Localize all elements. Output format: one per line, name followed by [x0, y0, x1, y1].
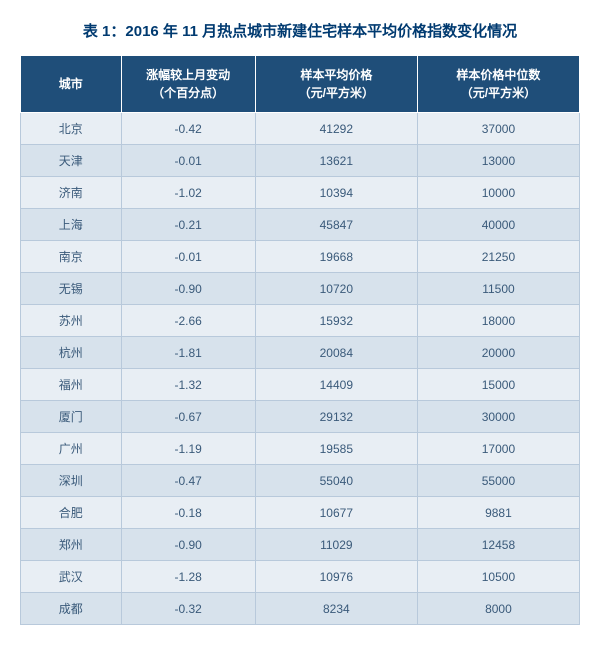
cell-median: 10000 — [417, 177, 579, 209]
cell-median: 20000 — [417, 337, 579, 369]
cell-avg: 10394 — [255, 177, 417, 209]
cell-avg: 29132 — [255, 401, 417, 433]
col-header-median: 样本价格中位数 （元/平方米） — [417, 56, 579, 113]
cell-avg: 10677 — [255, 497, 417, 529]
price-index-table-container: 表 1：2016 年 11 月热点城市新建住宅样本平均价格指数变化情况 城市 涨… — [20, 20, 580, 625]
table-row: 天津-0.011362113000 — [21, 145, 580, 177]
col-header-change-l2: （个百分点） — [152, 86, 224, 100]
cell-city: 南京 — [21, 241, 122, 273]
table-row: 无锡-0.901072011500 — [21, 273, 580, 305]
cell-city: 合肥 — [21, 497, 122, 529]
cell-city: 北京 — [21, 113, 122, 145]
table-body: 北京-0.424129237000天津-0.011362113000济南-1.0… — [21, 113, 580, 625]
cell-change: -1.32 — [121, 369, 255, 401]
table-row: 苏州-2.661593218000 — [21, 305, 580, 337]
cell-median: 37000 — [417, 113, 579, 145]
cell-city: 深圳 — [21, 465, 122, 497]
cell-change: -0.90 — [121, 529, 255, 561]
cell-avg: 19585 — [255, 433, 417, 465]
cell-median: 40000 — [417, 209, 579, 241]
table-row: 济南-1.021039410000 — [21, 177, 580, 209]
cell-avg: 10976 — [255, 561, 417, 593]
cell-median: 55000 — [417, 465, 579, 497]
table-title: 表 1：2016 年 11 月热点城市新建住宅样本平均价格指数变化情况 — [20, 20, 580, 41]
cell-median: 15000 — [417, 369, 579, 401]
cell-avg: 15932 — [255, 305, 417, 337]
cell-avg: 13621 — [255, 145, 417, 177]
table-row: 广州-1.191958517000 — [21, 433, 580, 465]
cell-change: -0.47 — [121, 465, 255, 497]
cell-change: -0.90 — [121, 273, 255, 305]
cell-median: 17000 — [417, 433, 579, 465]
cell-city: 天津 — [21, 145, 122, 177]
table-row: 深圳-0.475504055000 — [21, 465, 580, 497]
cell-avg: 10720 — [255, 273, 417, 305]
table-row: 北京-0.424129237000 — [21, 113, 580, 145]
cell-median: 30000 — [417, 401, 579, 433]
cell-city: 苏州 — [21, 305, 122, 337]
table-row: 郑州-0.901102912458 — [21, 529, 580, 561]
col-header-median-l2: （元/平方米） — [461, 86, 536, 100]
cell-change: -1.02 — [121, 177, 255, 209]
cell-avg: 55040 — [255, 465, 417, 497]
table-row: 福州-1.321440915000 — [21, 369, 580, 401]
cell-city: 成都 — [21, 593, 122, 625]
cell-change: -0.67 — [121, 401, 255, 433]
cell-change: -0.32 — [121, 593, 255, 625]
cell-change: -0.21 — [121, 209, 255, 241]
col-header-avg-l1: 样本平均价格 — [300, 68, 372, 82]
price-index-table: 城市 涨幅较上月变动 （个百分点） 样本平均价格 （元/平方米） 样本价格中位数… — [20, 55, 580, 625]
col-header-median-l1: 样本价格中位数 — [456, 68, 540, 82]
cell-median: 10500 — [417, 561, 579, 593]
table-row: 杭州-1.812008420000 — [21, 337, 580, 369]
cell-median: 9881 — [417, 497, 579, 529]
col-header-change: 涨幅较上月变动 （个百分点） — [121, 56, 255, 113]
cell-city: 厦门 — [21, 401, 122, 433]
cell-avg: 14409 — [255, 369, 417, 401]
cell-city: 济南 — [21, 177, 122, 209]
cell-city: 广州 — [21, 433, 122, 465]
cell-median: 13000 — [417, 145, 579, 177]
cell-avg: 11029 — [255, 529, 417, 561]
col-header-avg: 样本平均价格 （元/平方米） — [255, 56, 417, 113]
cell-avg: 20084 — [255, 337, 417, 369]
col-header-city-l1: 城市 — [59, 77, 83, 91]
cell-city: 杭州 — [21, 337, 122, 369]
cell-avg: 8234 — [255, 593, 417, 625]
cell-change: -0.18 — [121, 497, 255, 529]
cell-city: 无锡 — [21, 273, 122, 305]
col-header-change-l1: 涨幅较上月变动 — [146, 68, 230, 82]
table-row: 合肥-0.18106779881 — [21, 497, 580, 529]
table-row: 上海-0.214584740000 — [21, 209, 580, 241]
table-row: 武汉-1.281097610500 — [21, 561, 580, 593]
cell-median: 11500 — [417, 273, 579, 305]
cell-median: 8000 — [417, 593, 579, 625]
cell-median: 21250 — [417, 241, 579, 273]
cell-change: -2.66 — [121, 305, 255, 337]
col-header-city: 城市 — [21, 56, 122, 113]
table-header-row: 城市 涨幅较上月变动 （个百分点） 样本平均价格 （元/平方米） 样本价格中位数… — [21, 56, 580, 113]
cell-change: -0.01 — [121, 241, 255, 273]
cell-change: -0.01 — [121, 145, 255, 177]
cell-avg: 19668 — [255, 241, 417, 273]
col-header-avg-l2: （元/平方米） — [299, 86, 374, 100]
cell-change: -0.42 — [121, 113, 255, 145]
cell-city: 武汉 — [21, 561, 122, 593]
table-row: 厦门-0.672913230000 — [21, 401, 580, 433]
cell-change: -1.19 — [121, 433, 255, 465]
cell-avg: 41292 — [255, 113, 417, 145]
cell-change: -1.81 — [121, 337, 255, 369]
cell-change: -1.28 — [121, 561, 255, 593]
cell-avg: 45847 — [255, 209, 417, 241]
cell-city: 郑州 — [21, 529, 122, 561]
cell-city: 福州 — [21, 369, 122, 401]
table-row: 南京-0.011966821250 — [21, 241, 580, 273]
cell-median: 18000 — [417, 305, 579, 337]
cell-city: 上海 — [21, 209, 122, 241]
table-row: 成都-0.3282348000 — [21, 593, 580, 625]
cell-median: 12458 — [417, 529, 579, 561]
